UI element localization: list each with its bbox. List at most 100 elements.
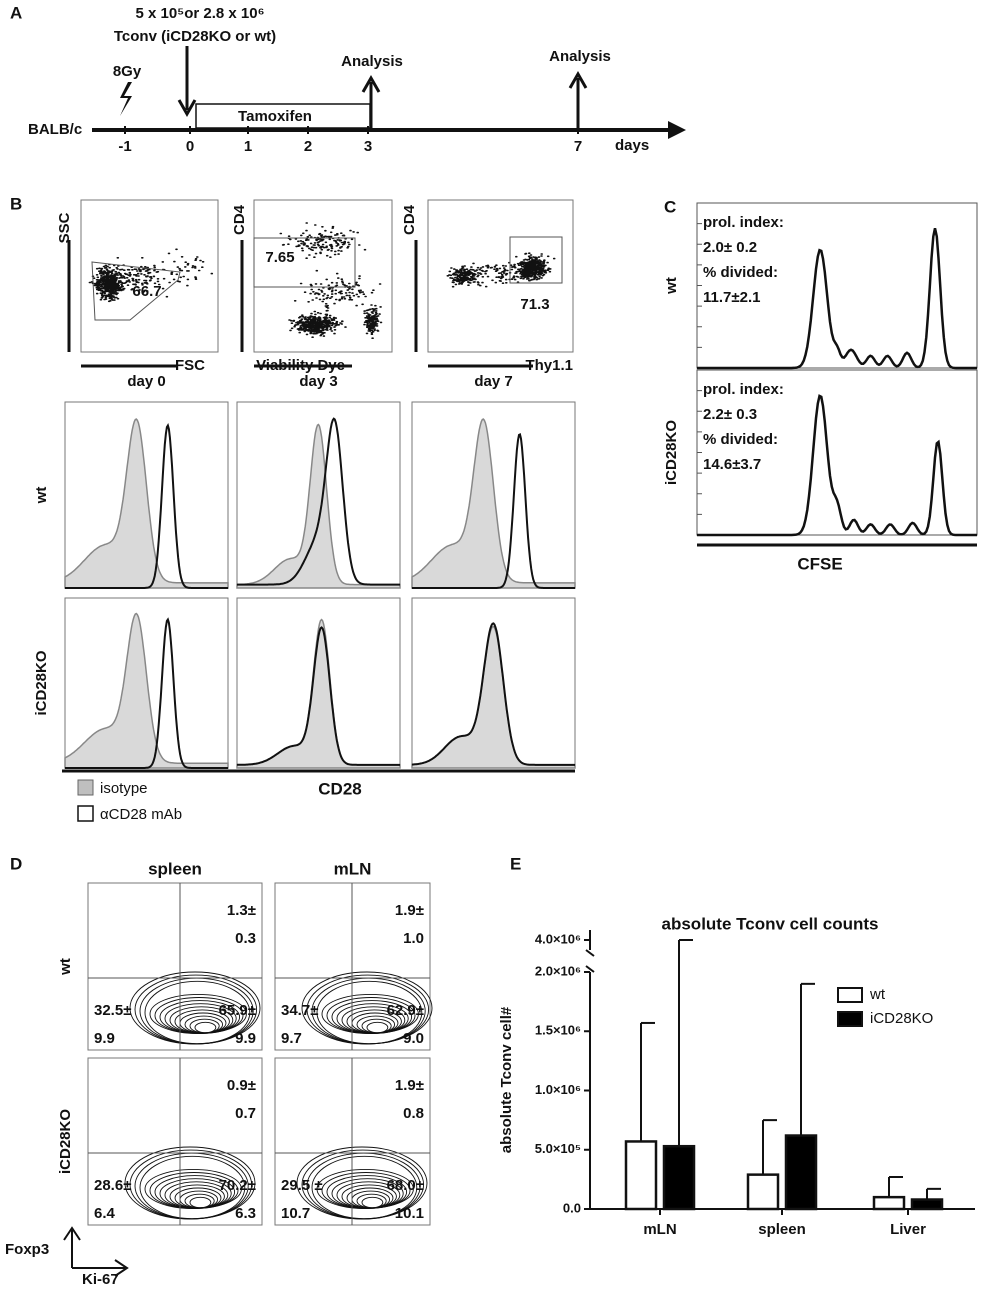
panel-label: A [10, 3, 22, 22]
contour [139, 1155, 246, 1220]
label: % divided: [703, 264, 778, 281]
label: Foxp3 [5, 1241, 49, 1258]
label: day 7 [474, 373, 512, 390]
label: Ki-67 [82, 1271, 119, 1288]
label: 6.4 [94, 1205, 116, 1222]
label: mLN [334, 859, 372, 878]
label: spleen [148, 859, 202, 878]
label: 1.9± [395, 1077, 424, 1094]
label: CD28 [318, 779, 361, 798]
label: prol. index: [703, 381, 784, 398]
label: -1 [118, 138, 131, 155]
isotype-histogram [411, 418, 576, 589]
bar [784, 1134, 818, 1211]
label: 9.7 [281, 1030, 302, 1047]
axis-label: absolute Tconv cell# [498, 1006, 515, 1153]
label: 65.9± [219, 1002, 256, 1019]
legend-swatch [77, 805, 94, 822]
label: 2.2± 0.3 [703, 406, 757, 423]
cd28-histogram [65, 423, 228, 589]
label: C [664, 197, 676, 216]
cfse-histogram [697, 394, 977, 537]
label: E [510, 854, 521, 873]
label: 5.0×10⁵ [535, 1141, 581, 1156]
label: 7 [574, 138, 582, 155]
label: 66.7 [132, 283, 161, 300]
irradiation: 8Gy [113, 63, 142, 80]
axis-label: SSC [56, 212, 73, 243]
cd28-histogram [411, 622, 575, 766]
label: 28.6± [94, 1177, 131, 1194]
cd28-histogram [412, 432, 575, 589]
row-label: iCD28KO [663, 420, 680, 485]
label: prol. index: [703, 214, 784, 231]
label: 6.3 [235, 1205, 256, 1222]
label: 32.5± [94, 1002, 131, 1019]
label: 7.65 [265, 249, 294, 266]
isotype-histogram [64, 612, 229, 769]
arrow-head [177, 99, 197, 118]
contour [316, 980, 423, 1045]
label: 9.9 [94, 1030, 115, 1047]
lightning-icon [120, 82, 132, 116]
label: absolute Tconv cell counts [662, 914, 879, 933]
isotype-histogram [64, 418, 229, 589]
label: 0 [186, 138, 194, 155]
contour [144, 980, 251, 1045]
analysis-label: Analysis [549, 48, 611, 65]
contour [311, 1155, 418, 1220]
label: 70.2± [219, 1177, 256, 1194]
label: CFSE [797, 554, 842, 573]
label: wt [869, 986, 886, 1003]
label: 29.5 ± [281, 1177, 323, 1194]
label: 14.6±3.7 [703, 456, 761, 473]
label: 0.9± [227, 1077, 256, 1094]
bar [872, 1195, 906, 1211]
cd28-histogram [237, 626, 400, 766]
dots [88, 248, 214, 303]
arrow-head [361, 74, 381, 93]
legend-swatch [837, 987, 863, 1003]
dots [279, 222, 383, 339]
label: 4.0×10⁶ [535, 931, 581, 946]
label: FSC [175, 357, 205, 374]
label: % divided: [703, 431, 778, 448]
gate [91, 261, 181, 321]
label: 1.3± [227, 902, 256, 919]
axis-label: CD4 [231, 204, 248, 235]
unit: days [615, 137, 649, 154]
label: spleen [758, 1221, 806, 1238]
label: 1.0 [403, 930, 424, 947]
label: 1.5×10⁶ [535, 1023, 581, 1038]
label: 34.7± [281, 1002, 318, 1019]
bar [910, 1198, 944, 1211]
label: Liver [890, 1221, 926, 1238]
row-label: iCD28KO [57, 1109, 74, 1174]
bar [624, 1140, 658, 1211]
label: 1.0×10⁶ [535, 1082, 581, 1097]
cd28-histogram [65, 617, 228, 769]
label: 2.0×10⁶ [535, 963, 581, 978]
label: 0.0 [563, 1200, 581, 1215]
strain: BALB/c [28, 121, 82, 138]
label: B [10, 194, 22, 213]
row-label: wt [663, 277, 680, 295]
label: 0.7 [235, 1105, 256, 1122]
label: 10.7 [281, 1205, 310, 1222]
row-label: iCD28KO [33, 650, 50, 715]
contour [189, 1196, 212, 1209]
label: D [10, 854, 22, 873]
cfse-histogram [697, 228, 977, 370]
axis-label: CD4 [401, 204, 418, 235]
treatment: Tamoxifen [238, 108, 312, 125]
label: 1.9± [395, 902, 424, 919]
label: isotype [100, 780, 148, 797]
axis-arrows [63, 1226, 129, 1277]
cells: Tconv (iCD28KO or wt) [114, 28, 276, 45]
label: αCD28 mAb [100, 806, 182, 823]
gate [253, 237, 356, 288]
label: 71.3 [520, 296, 549, 313]
label: 0.8 [403, 1105, 424, 1122]
